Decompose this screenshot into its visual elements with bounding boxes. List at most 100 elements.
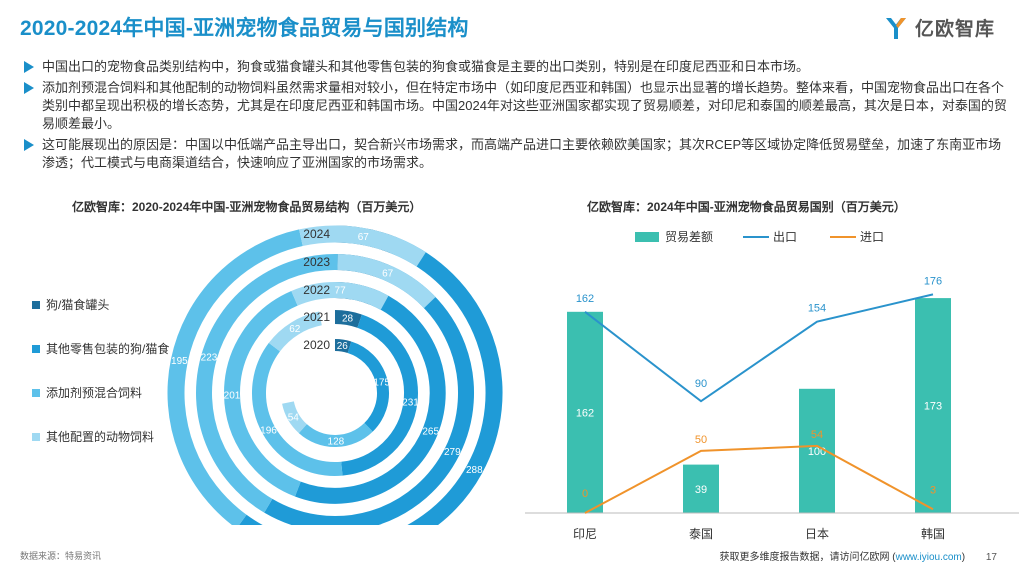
page-title: 2020-2024年中国-亚洲宠物食品贸易与国别结构 <box>20 17 469 40</box>
bullet-text: 中国出口的宠物食品类别结构中，狗食或猫食罐头和其他零售包装的狗食或猫食是主要的出… <box>42 59 810 74</box>
segment-value-label: 54 <box>288 412 300 423</box>
legend-label: 其他零售包装的狗/猫食 <box>46 342 170 356</box>
import-point-label: 3 <box>930 484 936 496</box>
footer-more-suffix: ) <box>961 552 966 563</box>
legend-item-cans: 狗/猫食罐头 <box>32 296 169 313</box>
segment-cans-arc <box>334 338 352 354</box>
x-tick-label: 韩国 <box>921 526 945 541</box>
segment-retail-arc <box>239 237 503 525</box>
balance-bar-label: 39 <box>695 484 707 496</box>
footer-note: 获取更多维度报告数据，请访问亿欧网 (www.iyiou.com) 17 <box>720 548 998 563</box>
segment-value-label: 201 <box>224 390 241 401</box>
segment-other-arc <box>291 282 389 310</box>
segment-value-label: 77 <box>335 286 347 297</box>
segment-value-label: 195 <box>171 356 188 367</box>
logo-icon <box>885 17 906 39</box>
balance-bar <box>915 298 951 513</box>
balance-bar-label: 162 <box>576 407 594 419</box>
segment-value-label: 223 <box>201 353 218 364</box>
bullet-text: 这可能展现出的原因是：中国以中低端产品主导出口，契合新兴市场需求，而高端产品进口… <box>42 137 1002 170</box>
bullet-item: 添加剂预混合饲料和其他配制的动物饲料虽然需求量相对较小，但在特定市场中（如印度尼… <box>24 79 1009 133</box>
export-line <box>584 293 934 403</box>
segment-premix-arc <box>298 422 373 447</box>
bullet-item: 中国出口的宠物食品类别结构中，狗食或猫食罐头和其他零售包装的狗食或猫食是主要的出… <box>24 58 1009 76</box>
export-point-label: 154 <box>808 303 826 315</box>
logo-text: 亿欧智库 <box>914 19 995 40</box>
import-point-label: 0 <box>582 488 588 500</box>
segment-value-label: 28 <box>342 314 354 325</box>
bar-line-chart: 贸易差额 出口 进口 162 39 100 173 印尼 泰国 日本 韩国 162 90 154 176 0 5… <box>525 230 1019 541</box>
bullet-text: 添加剂预混合饲料和其他配制的动物饲料虽然需求量相对较小，但在特定市场中（如印度尼… <box>42 80 1007 131</box>
page-number: 17 <box>985 552 997 563</box>
legend-item-retail: 其他零售包装的狗/猫食 <box>32 340 169 357</box>
radial-bar-chart: 3228819567202433279223672023332652017720… <box>167 225 503 525</box>
segment-premix-arc <box>224 290 301 497</box>
legend-item-other: 其他配置的动物饲料 <box>32 428 169 445</box>
legend-swatch-icon <box>32 300 40 309</box>
year-label: 2024 <box>303 227 330 241</box>
balance-bar-label: 100 <box>808 446 826 458</box>
footer-url-link[interactable]: www.iyiou.com <box>895 552 962 563</box>
segment-value-label: 279 <box>444 447 461 458</box>
bullet-list: 中国出口的宠物食品类别结构中，狗食或猫食罐头和其他零售包装的狗食或猫食是主要的出… <box>24 58 1009 175</box>
legend-swatch-icon <box>32 432 40 441</box>
segment-value-label: 67 <box>382 269 394 280</box>
segment-other-arc <box>299 225 426 267</box>
segment-other-arc <box>282 401 308 434</box>
segment-value-label: 175 <box>373 377 390 388</box>
x-tick-label: 印尼 <box>573 527 597 541</box>
segment-value-label: 128 <box>328 437 345 448</box>
year-label: 2020 <box>303 338 330 352</box>
segment-other-arc <box>337 254 436 309</box>
legend-label-balance: 贸易差额 <box>665 230 713 244</box>
legend-label-export: 出口 <box>773 230 797 244</box>
segment-value-label: 67 <box>358 232 370 243</box>
segment-cans-arc <box>334 310 362 328</box>
import-line <box>584 444 934 514</box>
segment-retail-arc <box>264 264 474 525</box>
balance-bar <box>683 464 719 513</box>
export-point-label: 176 <box>924 275 942 287</box>
bar-line-legend: 贸易差额 出口 进口 <box>635 230 884 244</box>
x-tick-label: 日本 <box>805 527 829 541</box>
data-source: 数据来源：特易资讯 <box>20 551 102 561</box>
segment-value-label: 288 <box>466 465 483 476</box>
bullet-item: 这可能展现出的原因是：中国以中低端产品主导出口，契合新兴市场需求，而高端产品进口… <box>24 136 1009 172</box>
export-point-label: 162 <box>576 293 594 305</box>
import-point-label: 50 <box>695 434 707 446</box>
segment-value-label: 62 <box>289 324 301 335</box>
legend-swatch-balance <box>635 232 659 242</box>
logo: 亿欧智库 <box>883 14 995 41</box>
import-point-label: 54 <box>811 429 823 441</box>
segment-retail-arc <box>347 341 389 432</box>
left-chart-legend: 狗/猫食罐头 其他零售包装的狗/猫食 添加剂预混合饲料 其他配置的动物饲料 <box>32 296 169 472</box>
legend-label-import: 进口 <box>860 230 884 244</box>
segment-retail-arc <box>294 290 446 504</box>
footer-more-text: 获取更多维度报告数据，请访问亿欧网 ( <box>719 552 896 563</box>
segment-value-label: 231 <box>402 398 419 409</box>
triangle-bullet-icon <box>24 139 34 151</box>
triangle-bullet-icon <box>24 61 34 73</box>
legend-swatch-icon <box>32 388 40 397</box>
balance-bar <box>799 388 835 513</box>
legend-label: 添加剂预混合饲料 <box>46 386 143 400</box>
segment-premix-arc <box>252 342 343 476</box>
balance-bar <box>567 311 603 513</box>
segment-other-arc <box>268 311 323 352</box>
triangle-bullet-icon <box>24 82 34 94</box>
year-label: 2021 <box>303 310 330 324</box>
segment-premix-arc <box>196 254 338 513</box>
legend-label: 其他配置的动物饲料 <box>46 430 155 444</box>
segment-retail-arc <box>341 314 418 476</box>
segment-value-label: 196 <box>260 425 277 436</box>
balance-bar-label: 173 <box>924 401 942 413</box>
year-label: 2023 <box>303 255 330 269</box>
legend-label: 狗/猫食罐头 <box>46 298 110 312</box>
left-chart-title: 亿欧智库：2020-2024年中国-亚洲宠物食品贸易结构（百万美元） <box>72 200 422 214</box>
year-label: 2022 <box>303 283 330 297</box>
segment-value-label: 265 <box>422 427 439 438</box>
segment-value-label: 26 <box>337 341 349 352</box>
legend-item-premix: 添加剂预混合饲料 <box>32 384 169 401</box>
right-chart-title: 亿欧智库：2024年中国-亚洲宠物食品贸易国别（百万美元） <box>587 200 906 214</box>
x-tick-label: 泰国 <box>689 527 713 541</box>
